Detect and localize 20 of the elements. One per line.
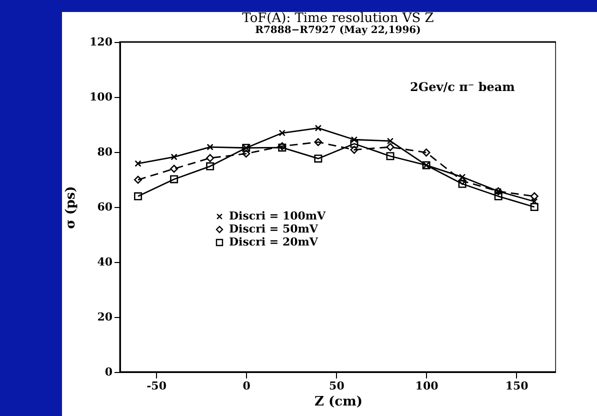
x-tick-label: -50 (146, 380, 167, 392)
y-axis-title: σ (ps) (64, 186, 79, 229)
y-tick-label: 60 (97, 200, 113, 214)
x-tick-label: 0 (242, 380, 251, 392)
y-tick-label: 100 (90, 90, 113, 104)
chart-title: ToF(A): Time resolution VS Z (242, 11, 434, 26)
chart-subtitle: R7888−R7927 (May 22,1996) (255, 25, 421, 36)
y-tick-label: 40 (97, 256, 113, 268)
x-tick-label: 150 (505, 380, 529, 392)
y-tick-label: 120 (90, 36, 113, 48)
legend-label: Discri = 20mV (229, 236, 318, 248)
legend-label: Discri = 50mV (229, 222, 318, 236)
y-tick-label: 0 (104, 366, 113, 378)
x-tick-label: 50 (329, 380, 345, 392)
y-tick-label: 80 (97, 146, 113, 158)
x-axis-title: Z (cm) (314, 394, 362, 410)
annotation: 2Gev/c π⁻ beam (410, 80, 516, 94)
y-tick-label: 20 (97, 310, 113, 324)
legend-label: Discri = 100mV (229, 210, 326, 222)
x-tick-label: 100 (415, 380, 439, 392)
